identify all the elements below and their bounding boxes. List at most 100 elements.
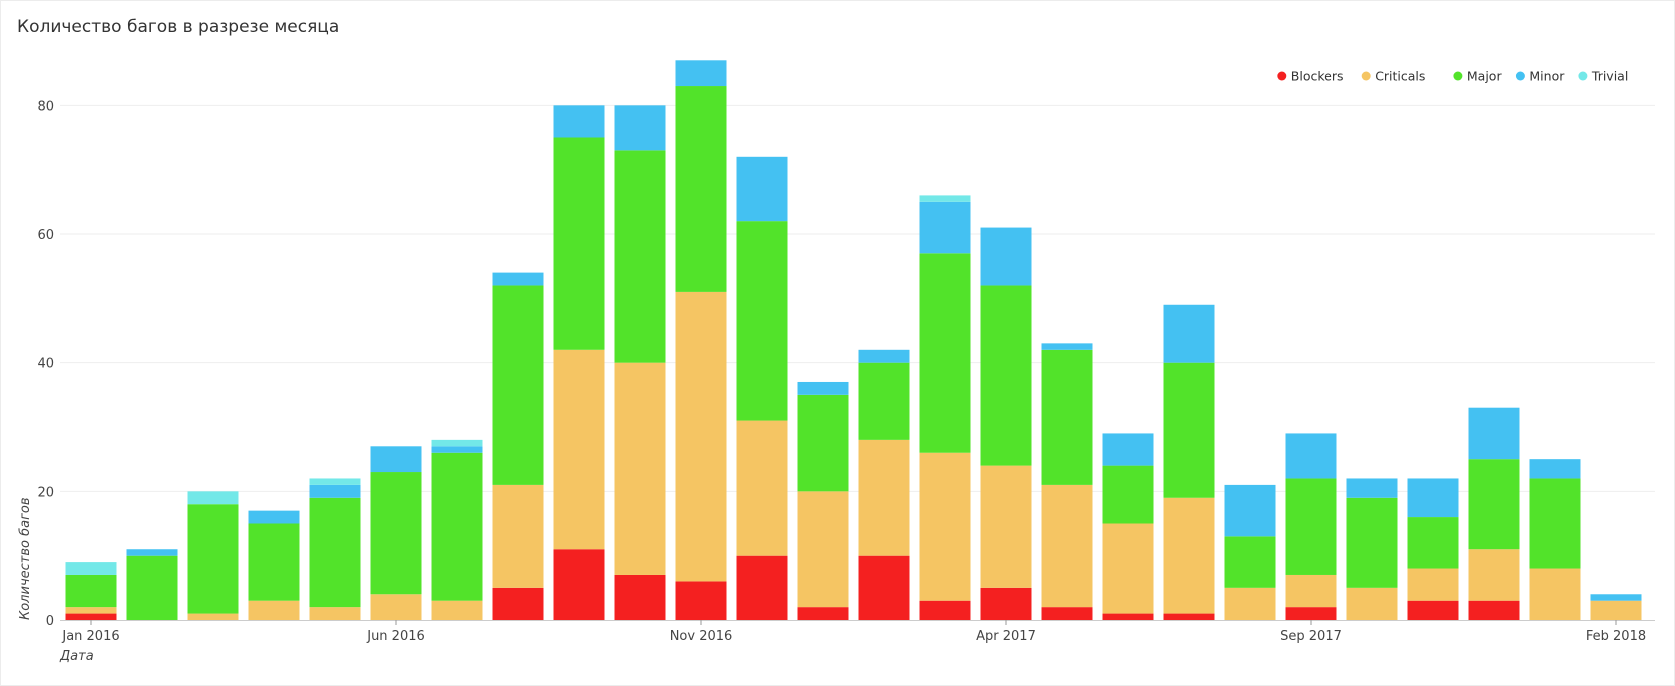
bar-segment-minor[interactable] <box>126 549 178 556</box>
bar-segment-minor[interactable] <box>1285 433 1337 479</box>
bar-segment-major[interactable] <box>1468 459 1520 550</box>
bar-segment-minor[interactable] <box>553 105 605 138</box>
bar-segment-blockers[interactable] <box>1285 607 1337 620</box>
bar-stack[interactable] <box>1102 433 1154 620</box>
bar-segment-criticals[interactable] <box>1529 568 1581 620</box>
bar-segment-trivial[interactable] <box>431 439 483 447</box>
bar-segment-major[interactable] <box>614 150 666 363</box>
bar-segment-criticals[interactable] <box>675 291 727 582</box>
bar-segment-blockers[interactable] <box>736 555 788 620</box>
bar-segment-criticals[interactable] <box>736 420 788 556</box>
bar-segment-criticals[interactable] <box>1163 497 1215 614</box>
bar-segment-major[interactable] <box>65 574 117 608</box>
bar-segment-criticals[interactable] <box>248 600 300 620</box>
bar-segment-criticals[interactable] <box>614 362 666 575</box>
bar-segment-major[interactable] <box>1407 517 1459 569</box>
bar-segment-criticals[interactable] <box>370 594 422 620</box>
bar-segment-trivial[interactable] <box>919 195 971 202</box>
bar-segment-minor[interactable] <box>1468 407 1520 460</box>
bar-stack[interactable] <box>858 349 910 620</box>
bar-segment-blockers[interactable] <box>858 555 910 620</box>
legend-item-minor[interactable]: Minor <box>1515 69 1565 84</box>
bar-stack[interactable] <box>65 562 117 620</box>
bar-segment-minor[interactable] <box>858 349 910 363</box>
bar-segment-major[interactable] <box>126 555 178 620</box>
bar-segment-minor[interactable] <box>919 201 971 254</box>
bar-segment-major[interactable] <box>675 86 727 292</box>
bar-segment-criticals[interactable] <box>309 607 361 620</box>
bar-segment-minor[interactable] <box>309 484 361 498</box>
bar-segment-blockers[interactable] <box>1468 600 1520 620</box>
bar-segment-criticals[interactable] <box>1407 568 1459 601</box>
bar-segment-minor[interactable] <box>1041 343 1093 350</box>
bar-segment-criticals[interactable] <box>1102 523 1154 614</box>
bar-stack[interactable] <box>492 272 544 620</box>
bar-stack[interactable] <box>248 510 300 620</box>
bar-stack[interactable] <box>1468 407 1520 620</box>
bar-stack[interactable] <box>675 60 727 620</box>
bar-stack[interactable] <box>614 105 666 620</box>
bar-stack[interactable] <box>309 478 361 620</box>
bar-segment-criticals[interactable] <box>431 600 483 620</box>
bar-segment-minor[interactable] <box>1529 459 1581 479</box>
bar-segment-blockers[interactable] <box>1102 613 1154 620</box>
bar-segment-major[interactable] <box>309 497 361 608</box>
bar-stack[interactable] <box>1224 484 1276 620</box>
legend[interactable]: Trivial Minor Major Criticals Blockers <box>1277 69 1628 84</box>
bar-segment-criticals[interactable] <box>1224 587 1276 620</box>
bar-stack[interactable] <box>1285 433 1337 620</box>
bar-segment-major[interactable] <box>1041 349 1093 485</box>
bar-stack[interactable] <box>919 195 971 620</box>
bar-segment-major[interactable] <box>858 362 910 440</box>
bar-segment-minor[interactable] <box>1346 478 1398 498</box>
bar-segment-major[interactable] <box>736 221 788 421</box>
bar-segment-criticals[interactable] <box>797 491 849 608</box>
bar-segment-minor[interactable] <box>675 60 727 87</box>
bar-segment-blockers[interactable] <box>1407 600 1459 620</box>
bar-segment-minor[interactable] <box>1163 304 1215 363</box>
bar-segment-major[interactable] <box>1102 465 1154 524</box>
legend-item-blockers[interactable]: Blockers <box>1277 69 1344 84</box>
bar-stack[interactable] <box>431 439 483 620</box>
bar-segment-criticals[interactable] <box>919 452 971 601</box>
bar-segment-minor[interactable] <box>1590 594 1642 601</box>
bar-segment-trivial[interactable] <box>187 491 239 505</box>
bar-segment-major[interactable] <box>1346 497 1398 588</box>
bar-segment-major[interactable] <box>1224 536 1276 588</box>
bar-segment-major[interactable] <box>980 285 1032 466</box>
bar-segment-minor[interactable] <box>492 272 544 286</box>
bar-segment-criticals[interactable] <box>980 465 1032 588</box>
bar-segment-minor[interactable] <box>248 510 300 524</box>
bar-segment-criticals[interactable] <box>1346 587 1398 620</box>
bar-segment-criticals[interactable] <box>492 484 544 588</box>
bar-segment-major[interactable] <box>187 504 239 614</box>
bar-segment-minor[interactable] <box>1102 433 1154 466</box>
bar-stack[interactable] <box>187 491 239 620</box>
bar-segment-criticals[interactable] <box>1285 574 1337 608</box>
legend-item-trivial[interactable]: Trivial <box>1578 69 1628 84</box>
bar-stack[interactable] <box>1346 478 1398 620</box>
bar-segment-blockers[interactable] <box>1163 613 1215 620</box>
bar-stack[interactable] <box>370 446 422 620</box>
bar-segment-minor[interactable] <box>736 156 788 222</box>
bar-segment-major[interactable] <box>492 285 544 485</box>
bar-stack[interactable] <box>736 156 788 620</box>
bar-stack[interactable] <box>1590 594 1642 620</box>
bar-segment-minor[interactable] <box>1224 484 1276 537</box>
bar-segment-major[interactable] <box>1529 478 1581 569</box>
bar-segment-trivial[interactable] <box>309 478 361 485</box>
bar-stack[interactable] <box>1407 478 1459 620</box>
bar-segment-criticals[interactable] <box>1468 549 1520 601</box>
bar-segment-major[interactable] <box>553 137 605 350</box>
bar-segment-criticals[interactable] <box>65 607 117 614</box>
bar-segment-criticals[interactable] <box>553 349 605 550</box>
bar-segment-criticals[interactable] <box>187 613 239 620</box>
legend-item-major[interactable]: Major <box>1453 69 1502 84</box>
bar-stack[interactable] <box>1163 304 1215 620</box>
bar-segment-minor[interactable] <box>1407 478 1459 518</box>
bar-stack[interactable] <box>797 381 849 620</box>
bar-segment-trivial[interactable] <box>65 562 117 575</box>
bar-segment-blockers[interactable] <box>614 574 666 620</box>
bar-segment-blockers[interactable] <box>797 607 849 620</box>
bar-segment-criticals[interactable] <box>858 439 910 556</box>
